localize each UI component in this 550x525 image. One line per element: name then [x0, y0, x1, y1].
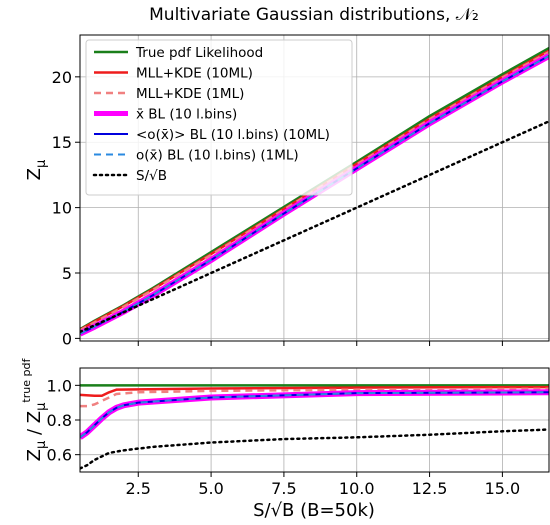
ratio-series-line-1: [80, 385, 549, 397]
x-tick-label: 7.5: [271, 479, 296, 498]
main-y-axis-label: Zμ: [24, 160, 49, 181]
y-tick-label: 20: [52, 68, 72, 87]
main-series-line-2: [80, 50, 549, 332]
ratio-y-axis-label: Zμ / Zμtrue pdf: [20, 358, 49, 462]
legend: True pdf Likelihood MLL+KDE (10ML) MLL+KDE…: [85, 39, 353, 196]
ratio-series-line-3: [80, 389, 549, 440]
y-tick-label: 0.8: [47, 411, 72, 430]
legend-label: MLL+KDE (10ML): [136, 66, 253, 82]
ratio-series-line-2: [80, 387, 549, 408]
y-tick-label: 1.0: [47, 376, 72, 395]
legend-label: MLL+KDE (1ML): [136, 86, 244, 102]
chart-title: Multivariate Gaussian distributions, 𝒩₂: [149, 5, 479, 25]
legend-label: True pdf Likelihood: [135, 45, 263, 61]
x-tick-label: 10.0: [339, 479, 375, 498]
y-tick-label: 0: [62, 329, 72, 348]
main-plot: 0 5 10 15 20 True pdf Likelihood MLL+KDE (10ML…: [52, 34, 550, 348]
x-axis-label: S/√B (B=50k): [253, 500, 375, 521]
legend-box: [85, 39, 353, 196]
legend-label: x̄ BL (10 l.bins): [136, 107, 237, 123]
legend-label: <o(x̄)> BL (10 l.bins) (10ML): [136, 127, 330, 143]
x-tick-label: 15.0: [485, 479, 521, 498]
ratio-plot: 0.6 0.8 1.0 2.5 5.0 7.5 10.0 12.5 15.0: [47, 367, 550, 498]
main-series-line-5: [80, 55, 549, 335]
legend-label: S/√B: [136, 168, 167, 184]
x-tick-label: 2.5: [126, 479, 151, 498]
main-axes-frame: [79, 34, 550, 342]
y-tick-label: 5: [62, 264, 72, 283]
x-tick-label: 12.5: [412, 479, 448, 498]
x-tick-label: 5.0: [198, 479, 223, 498]
y-tick-label: 15: [52, 133, 72, 152]
y-tick-label: 10: [52, 199, 72, 218]
ratio-series-line-6: [80, 428, 549, 470]
legend-label: o(x̄) BL (10 l.bins) (1ML): [136, 148, 299, 164]
ratio-series-line-5: [80, 391, 549, 439]
main-series-line-6: [80, 120, 549, 334]
y-tick-label: 0.6: [47, 446, 72, 465]
